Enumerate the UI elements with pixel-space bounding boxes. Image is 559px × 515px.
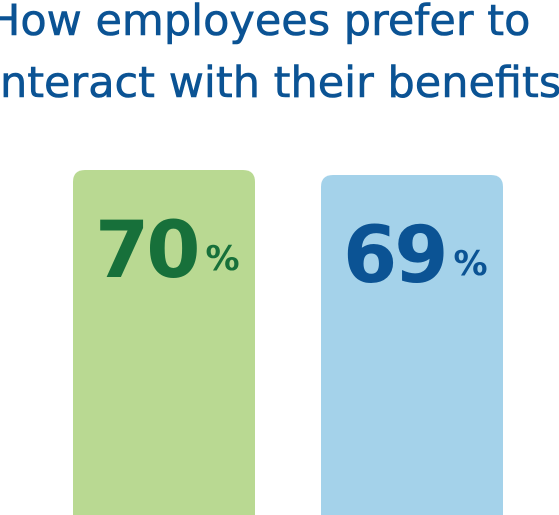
bar-value-label-2: 69% [343,211,488,301]
bar-1 [73,170,255,515]
chart-title: How employees prefer to interact with th… [0,0,559,114]
bar-value-label-1: 70% [95,206,240,296]
bar-2 [321,175,503,515]
chart-title-line-2: interact with their benefits [0,58,559,109]
chart-title-line-1: How employees prefer to [0,0,531,46]
